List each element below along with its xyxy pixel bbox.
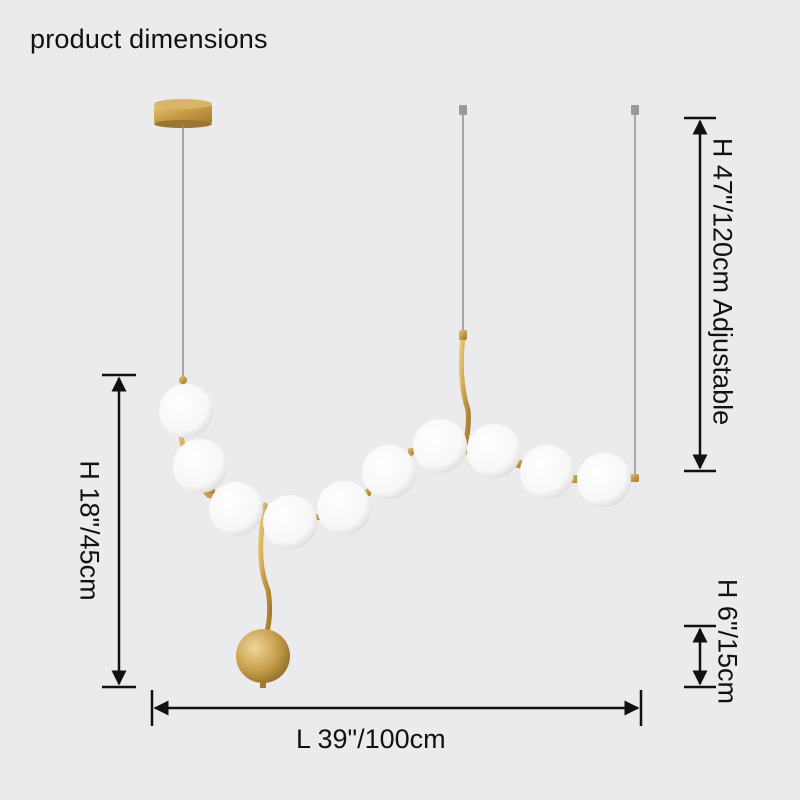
brass-pendant-ball bbox=[236, 629, 290, 688]
adjustable-height-label: H 47"/120cm Adjustable bbox=[707, 137, 738, 426]
ceiling-canopy bbox=[154, 99, 212, 128]
pendant-height-label: H 6"/15cm bbox=[712, 578, 743, 705]
suspension-cables bbox=[182, 112, 636, 476]
fixture-height-label: H 18"/45cm bbox=[74, 460, 105, 601]
page-title: product dimensions bbox=[30, 24, 268, 54]
cable-grippers bbox=[459, 105, 639, 115]
dimension-arrows bbox=[102, 116, 716, 726]
length-label: L 39"/100cm bbox=[296, 724, 446, 754]
glass-globes bbox=[159, 384, 631, 549]
